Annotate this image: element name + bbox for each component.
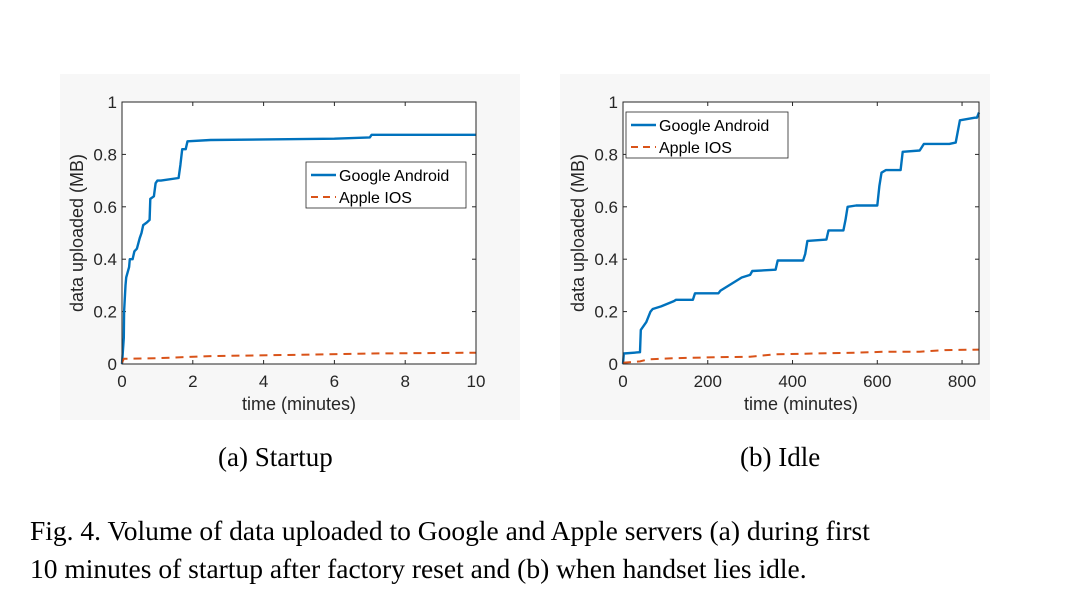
series-line-apple-ios — [622, 348, 980, 364]
x-axis-label: time (minutes) — [242, 394, 356, 414]
x-tick-label: 600 — [863, 372, 891, 391]
x-tick-label: 800 — [948, 372, 976, 391]
legend-label: Google Android — [659, 118, 769, 135]
x-tick-label: 400 — [778, 372, 806, 391]
legend-box — [305, 161, 467, 209]
x-tick-label: 0 — [618, 372, 627, 391]
axes-box — [622, 101, 980, 365]
figure-caption: Fig. 4. Volume of data uploaded to Googl… — [30, 512, 1060, 588]
chart-panel-startup: 0 2 4 6 8 10 0 0.2 0.4 0.6 0.8 1 time (minutes) data … — [60, 74, 520, 420]
chart-idle: 0 200 400 600 800 0 0.2 0.4 0.6 0.8 1 time (minutes… — [568, 93, 981, 414]
y-tick-label: 1 — [108, 93, 117, 112]
x-tick-label: 4 — [259, 372, 268, 391]
legend-label: Apple IOS — [339, 190, 412, 207]
x-tick-label: 200 — [694, 372, 722, 391]
y-tick-label: 0.8 — [93, 145, 117, 164]
subcaption-startup: (a) Startup — [218, 442, 333, 472]
legend: Google Android Apple IOS — [625, 111, 789, 159]
chart-panel-idle: 0 200 400 600 800 0 0.2 0.4 0.6 0.8 1 time (minutes… — [560, 74, 990, 420]
series-line-apple-ios — [121, 351, 477, 364]
x-axis-label: time (minutes) — [744, 394, 858, 414]
axes-box — [121, 101, 477, 365]
x-tick-label: 2 — [188, 372, 197, 391]
x-tick-label: 0 — [117, 372, 126, 391]
plot-area — [122, 102, 476, 364]
x-tick-label: 10 — [467, 372, 486, 391]
y-tick-label: 0.4 — [93, 250, 117, 269]
figure-caption-line-1: Fig. 4. Volume of data uploaded to Googl… — [30, 515, 870, 546]
series-line-google-android — [120, 133, 476, 365]
x-tick-label: 8 — [400, 372, 409, 391]
y-tick-label: 1 — [609, 93, 618, 112]
y-tick-label: 0 — [108, 355, 117, 374]
y-tick-label: 0.6 — [594, 198, 618, 217]
y-tick-label: 0.6 — [93, 198, 117, 217]
legend-box — [625, 111, 789, 159]
legend: Google Android Apple IOS — [305, 161, 467, 209]
legend-label: Apple IOS — [659, 140, 732, 157]
y-axis-label: data uploaded (MB) — [568, 154, 588, 312]
y-tick-label: 0.8 — [594, 145, 618, 164]
chart-startup: 0 2 4 6 8 10 0 0.2 0.4 0.6 0.8 1 time (minutes) data … — [67, 93, 486, 414]
series-line-google-android — [621, 112, 981, 365]
y-tick-label: 0.2 — [594, 303, 618, 322]
y-tick-label: 0.2 — [93, 303, 117, 322]
figure-caption-line-2: 10 minutes of startup after factory rese… — [30, 553, 807, 584]
y-axis-label: data uploaded (MB) — [67, 154, 87, 312]
y-tick-label: 0.4 — [594, 250, 618, 269]
x-tick-label: 6 — [330, 372, 339, 391]
y-tick-label: 0 — [609, 355, 618, 374]
legend-label: Google Android — [339, 168, 449, 185]
subcaption-idle: (b) Idle — [740, 442, 821, 472]
